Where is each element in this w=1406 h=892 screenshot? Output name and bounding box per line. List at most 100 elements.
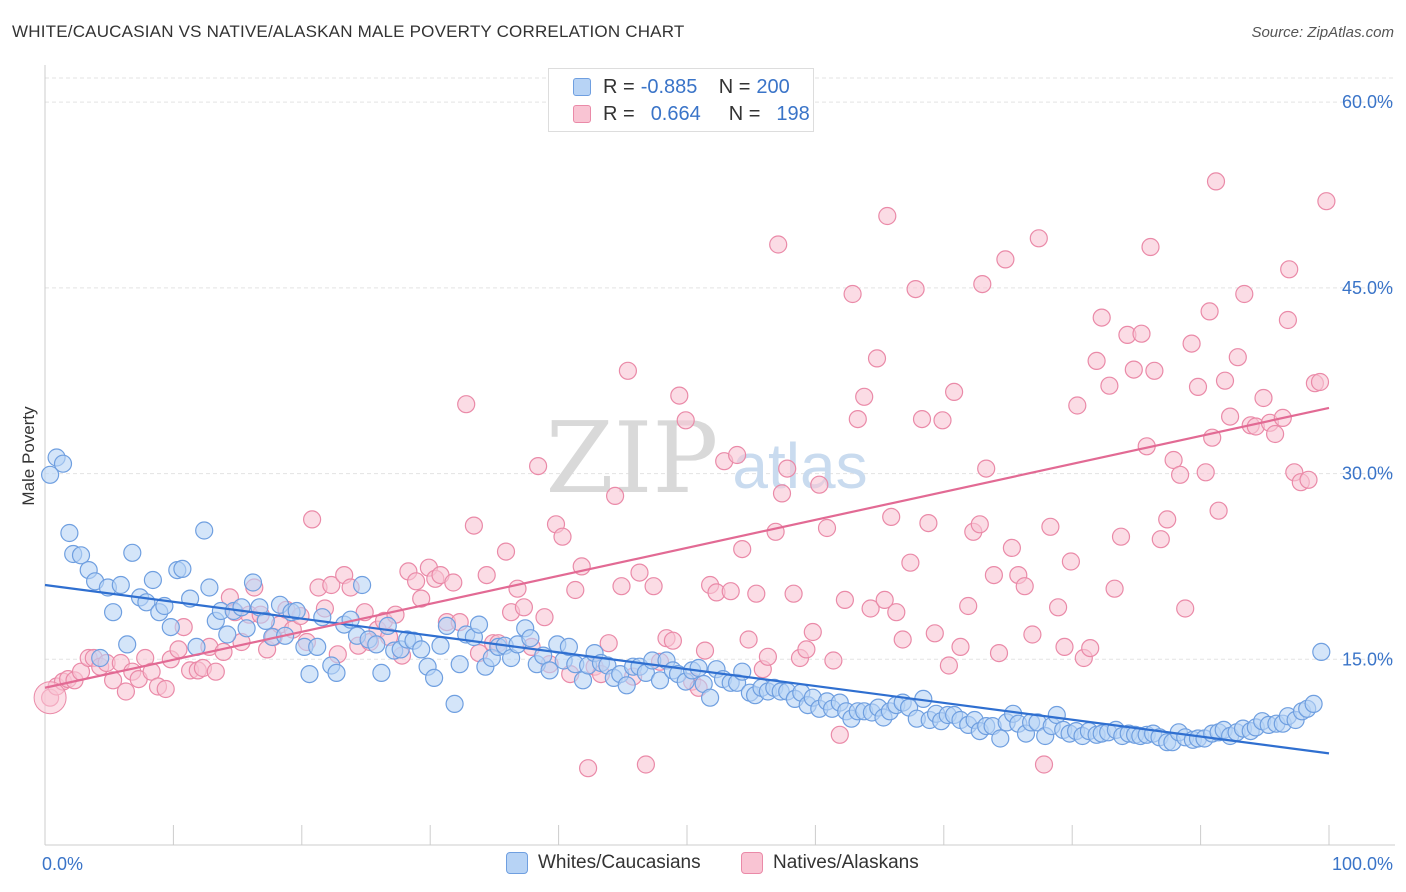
legend-r-label: R = <box>603 102 635 125</box>
point-whites <box>243 573 263 592</box>
point-natives <box>1048 598 1068 617</box>
point-natives <box>695 641 715 660</box>
point-natives <box>670 386 689 405</box>
point-natives <box>1092 308 1111 327</box>
point-whites <box>991 729 1010 748</box>
legend-swatch-pink <box>573 105 591 123</box>
point-natives <box>1055 637 1074 657</box>
point-natives <box>206 662 225 681</box>
point-natives <box>1310 372 1330 392</box>
point-whites <box>412 640 431 659</box>
point-whites <box>173 559 192 579</box>
point-natives <box>1100 376 1119 395</box>
point-whites <box>40 465 60 484</box>
trend-line-natives <box>44 406 1330 689</box>
point-whites <box>232 598 251 617</box>
point-natives <box>1145 361 1164 380</box>
point-natives <box>1206 172 1226 191</box>
watermark-atlas: atlas <box>732 430 867 502</box>
point-natives <box>1188 377 1208 396</box>
point-natives <box>824 651 843 670</box>
point-whites <box>218 625 237 644</box>
bottom-legend-label: Natives/Alaskans <box>773 852 919 873</box>
bottom-legend-whites: Whites/Caucasians <box>506 852 701 874</box>
point-natives <box>1228 348 1247 367</box>
point-natives <box>973 275 992 294</box>
point-natives <box>878 206 897 226</box>
point-natives <box>412 589 431 608</box>
point-whites <box>372 663 391 683</box>
point-natives <box>1034 755 1054 774</box>
point-natives <box>1015 577 1034 596</box>
point-whites <box>689 658 708 678</box>
point-whites <box>425 668 444 688</box>
point-whites <box>287 601 306 621</box>
point-whites <box>1304 694 1323 714</box>
point-natives <box>612 577 631 596</box>
legend-swatch-blue <box>573 78 591 96</box>
point-whites <box>540 661 559 680</box>
bottom-legend-natives: Natives/Alaskans <box>741 852 919 874</box>
point-natives <box>766 522 785 541</box>
point-whites <box>469 615 489 634</box>
trend-line-whites <box>44 583 1330 755</box>
point-natives <box>1158 510 1177 529</box>
y-tick-label: 15.0% <box>1342 649 1393 669</box>
chart-title: WHITE/CAUCASIAN VS NATIVE/ALASKAN MALE P… <box>12 22 685 41</box>
point-natives <box>630 563 649 582</box>
tick-labels: 15.0% 30.0% 45.0% 60.0% 0.0% 100.0% <box>42 92 1393 874</box>
point-natives <box>578 759 598 778</box>
point-natives <box>919 513 938 533</box>
point-natives <box>599 634 618 653</box>
point-natives <box>1141 237 1160 257</box>
point-whites <box>1312 642 1331 662</box>
point-natives <box>875 590 894 610</box>
point-whites <box>143 570 162 590</box>
point-whites <box>450 655 469 674</box>
y-tick-label: 60.0% <box>1342 92 1393 112</box>
point-natives <box>566 580 585 600</box>
point-natives <box>835 590 855 610</box>
point-natives <box>912 410 932 429</box>
point-natives <box>797 640 816 659</box>
point-whites <box>308 637 327 657</box>
source-label: Source: ZipAtlas.com <box>1251 24 1394 41</box>
point-natives <box>676 411 695 430</box>
point-natives <box>944 382 964 401</box>
point-natives <box>1023 625 1042 644</box>
y-tick-label: 30.0% <box>1342 464 1393 484</box>
point-natives <box>496 542 516 561</box>
point-natives <box>758 647 778 666</box>
legend-n-value: 198 <box>776 102 810 125</box>
point-natives <box>1278 310 1298 330</box>
point-natives <box>848 410 867 429</box>
point-natives <box>1215 371 1235 390</box>
legend-row-natives: R = 0.664 N = 198 <box>573 102 810 126</box>
point-natives <box>1041 517 1060 536</box>
point-natives-large <box>33 681 67 715</box>
point-whites <box>300 664 319 684</box>
point-natives <box>322 575 341 595</box>
point-natives <box>970 515 989 534</box>
legend-r-value: 0.664 <box>650 102 701 125</box>
point-whites <box>161 617 180 637</box>
point-whites <box>700 688 720 707</box>
point-natives <box>784 584 803 603</box>
point-whites <box>617 676 636 695</box>
bottom-legend-swatch-pink <box>741 852 763 874</box>
point-natives <box>830 725 849 744</box>
point-whites <box>195 521 214 540</box>
point-natives <box>1317 192 1336 211</box>
point-natives <box>1220 407 1240 426</box>
point-whites <box>60 523 79 543</box>
point-natives <box>778 459 797 478</box>
point-whites <box>445 694 464 714</box>
point-natives <box>727 445 747 465</box>
point-natives <box>477 565 496 585</box>
point-natives <box>906 280 925 299</box>
point-natives <box>116 682 136 701</box>
point-natives <box>663 631 683 650</box>
point-natives <box>407 572 426 591</box>
point-whites <box>650 671 670 690</box>
point-natives <box>1196 463 1215 482</box>
